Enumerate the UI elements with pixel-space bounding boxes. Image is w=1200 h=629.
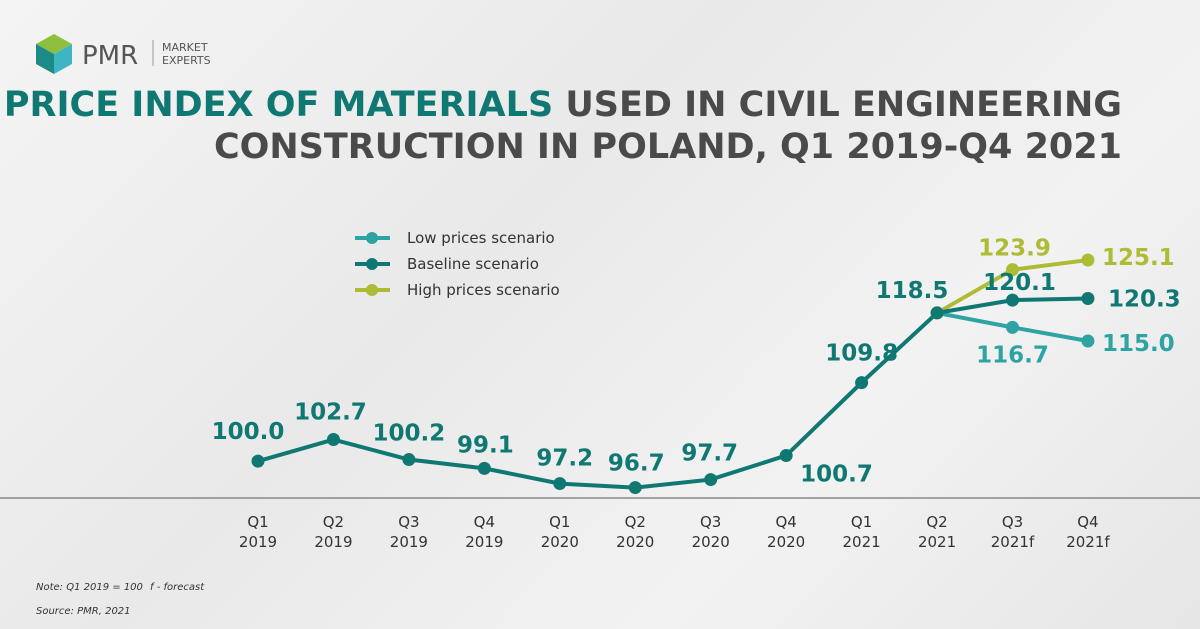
legend-label: High prices scenario xyxy=(407,281,560,299)
data-label: 100.2 xyxy=(373,421,446,447)
point xyxy=(1081,253,1095,267)
data-label: 99.1 xyxy=(457,432,514,458)
logo-right xyxy=(54,44,72,74)
point xyxy=(477,461,491,475)
data-label: 120.1 xyxy=(983,270,1056,296)
data-label: 125.1 xyxy=(1102,245,1175,271)
brand-tagline: EXPERTS xyxy=(162,54,211,67)
source: Source: PMR, 2021 xyxy=(36,606,131,617)
data-label: 97.7 xyxy=(681,441,738,467)
data-label: 118.5 xyxy=(876,278,949,304)
chart-title: CONSTRUCTION IN POLAND, Q1 2019-Q4 2021 xyxy=(214,127,1122,167)
point xyxy=(553,477,567,491)
x-tick-label: Q3 2020 xyxy=(691,513,730,551)
legend-label: Low prices scenario xyxy=(407,229,555,247)
x-tick-label: Q3 2021f xyxy=(990,513,1035,551)
point xyxy=(1081,292,1095,306)
x-tick-label: Q2 2019 xyxy=(314,513,353,551)
chart-title: PRICE INDEX OF MATERIALS USED IN CIVIL E… xyxy=(4,85,1122,125)
data-label: 100.7 xyxy=(800,462,873,488)
point xyxy=(855,376,869,390)
x-tick-label: Q2 2021 xyxy=(917,513,957,551)
data-label: 102.7 xyxy=(294,400,367,426)
data-label: 115.0 xyxy=(1102,331,1175,357)
point xyxy=(251,454,265,468)
point xyxy=(1006,263,1019,277)
x-tick-label: Q4 2021f xyxy=(1066,513,1110,551)
note: f - forecast xyxy=(150,582,205,593)
legend-swatch xyxy=(366,258,378,270)
brand-name: PMR xyxy=(82,41,138,71)
data-label: 109.8 xyxy=(825,341,898,367)
point xyxy=(628,481,642,495)
brand-tagline: MARKET xyxy=(162,41,208,54)
x-tick-label: Q1 2021 xyxy=(842,513,881,551)
data-label: 96.7 xyxy=(608,451,665,477)
data-label: 116.7 xyxy=(976,342,1049,368)
title-part: USED IN CIVIL ENGINEERING xyxy=(565,85,1122,125)
line xyxy=(257,296,1088,490)
x-tick-label: Q4 2020 xyxy=(767,513,806,551)
point xyxy=(1081,334,1095,348)
x-tick-label: Q1 2019 xyxy=(238,513,278,551)
point xyxy=(1006,320,1019,334)
data-label: 100.0 xyxy=(212,419,285,445)
x-tick-label: Q1 2020 xyxy=(540,513,579,551)
x-tick-label: Q2 2020 xyxy=(616,513,655,551)
point xyxy=(1006,293,1019,307)
x-tick-label: Q4 2019 xyxy=(465,513,504,551)
point xyxy=(326,433,340,447)
point xyxy=(704,473,718,487)
point xyxy=(402,453,416,467)
logo-left xyxy=(36,44,54,74)
point xyxy=(779,449,793,463)
point xyxy=(930,306,944,320)
data-label: 120.3 xyxy=(1108,287,1181,313)
x-tick-label: Q3 2019 xyxy=(389,513,428,551)
data-label: 123.9 xyxy=(978,236,1051,262)
legend-swatch xyxy=(366,232,378,244)
note: Note: Q1 2019 = 100 xyxy=(36,582,143,593)
data-label: 97.2 xyxy=(536,446,593,472)
legend-swatch xyxy=(366,284,378,296)
legend-label: Baseline scenario xyxy=(407,255,539,273)
title-highlight: PRICE INDEX OF MATERIALS xyxy=(4,85,553,125)
